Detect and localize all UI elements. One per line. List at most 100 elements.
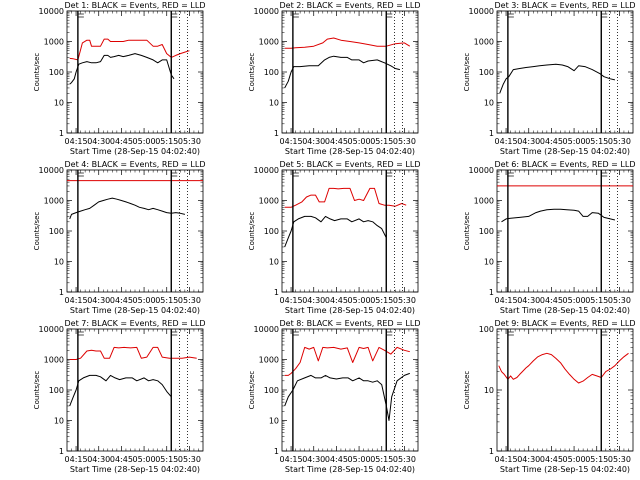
chart-title: Det 6: BLACK = Events, RED = LLD [495,160,636,169]
chart-panel-9: 1 10 100 04:15 04:30 04:45 05:00 05:15 05:30 Det … [463,319,635,474]
y-tick-label: 10 [54,99,64,108]
y-tick-label: 1 [489,447,494,456]
y-tick-label: 1 [489,288,494,297]
x-tick-label: 04:45 [540,455,563,464]
chart-title: Det 5: BLACK = Events, RED = LLD [280,160,421,169]
x-tick-label: 05:15 [370,137,393,146]
y-tick-label: 100 [49,68,64,77]
x-tick-label: 05:15 [585,455,608,464]
chart-panel-7: 1 10 100 1000 10000 04:15 04:30 04:45 05:00 05:15… [33,319,205,474]
y-tick-label: 10 [269,99,279,108]
y-tick-label: 10000 [39,166,64,175]
y-tick-label: 10 [54,258,64,267]
series-line-lld [69,346,197,360]
y-tick-label: 10000 [254,325,279,334]
plot-frame [496,10,634,134]
y-tick-label: 10000 [254,166,279,175]
x-tick-label: 04:30 [87,137,110,146]
series-line-events [284,372,410,421]
y-tick-label: 1 [59,447,64,456]
y-tick-label: 10000 [469,166,494,175]
x-tick-label: 05:00 [348,455,371,464]
x-tick-label: 04:45 [540,137,563,146]
chart-title: Det 4: BLACK = Events, RED = LLD [65,160,206,169]
y-tick-label: 1 [59,129,64,138]
x-tick-label: 05:00 [348,296,371,305]
chart-panel-5: 1 10 100 1000 10000 04:15 04:30 04:45 05:00 05:15… [248,160,420,315]
y-tick-label: 100 [264,386,279,395]
y-tick-label: 10000 [469,7,494,16]
y-tick-label: 1 [274,129,279,138]
y-tick-label: 1 [59,288,64,297]
x-axis-label: Start Time (28-Sep-15 04:02:40) [70,147,200,156]
chart-title: Det 2: BLACK = Events, RED = LLD [280,1,421,10]
x-tick-label: 05:00 [348,137,371,146]
plot-frame [66,169,204,293]
series-line-events [284,55,401,89]
y-tick-label: 1000 [44,197,64,206]
y-tick-label: 10 [269,258,279,267]
series-line-lld [498,352,629,384]
x-tick-label: 05:00 [133,296,156,305]
x-axis-label: Start Time (28-Sep-15 04:02:40) [70,465,200,474]
chart-panel-2: 1 10 100 1000 10000 04:15 04:30 04:45 05:00 05:15… [248,1,420,156]
series-line-events [501,208,616,223]
chart-title: Det 9: BLACK = Events, RED = LLD [495,319,636,328]
x-tick-label: 04:45 [325,455,348,464]
y-axis-label: Counts/sec [463,371,471,410]
x-tick-label: 05:15 [155,296,178,305]
y-tick-label: 100 [264,68,279,77]
y-tick-label: 1000 [44,38,64,47]
x-tick-label: 04:30 [302,455,325,464]
y-tick-label: 1 [489,129,494,138]
x-tick-label: 04:15 [280,296,303,305]
y-axis-label: Counts/sec [248,212,256,251]
x-tick-label: 05:00 [133,137,156,146]
chart-panel-6: 1 10 100 1000 10000 04:15 04:30 04:45 05:00 05:15… [463,160,635,315]
y-tick-label: 10 [484,258,494,267]
y-tick-label: 10 [269,417,279,426]
y-axis-label: Counts/sec [463,212,471,251]
x-tick-label: 04:30 [517,137,540,146]
y-tick-label: 1000 [474,197,494,206]
x-tick-label: 05:00 [133,455,156,464]
series-line-events [69,53,175,85]
x-tick-label: 04:30 [517,296,540,305]
y-axis-label: Counts/sec [33,212,41,251]
plot-frame [281,10,419,134]
x-tick-label: 05:30 [178,455,201,464]
x-tick-label: 05:15 [155,137,178,146]
series-line-events [284,215,387,248]
y-axis-label: Counts/sec [248,53,256,92]
series-line-lld [284,37,411,49]
x-tick-label: 04:45 [325,137,348,146]
y-axis-label: Counts/sec [33,53,41,92]
x-tick-label: 04:45 [110,455,133,464]
series-line-lld [284,187,407,208]
x-tick-label: 05:30 [393,296,416,305]
x-tick-label: 05:30 [178,137,201,146]
x-tick-label: 05:30 [393,455,416,464]
y-tick-label: 1 [274,447,279,456]
y-tick-label: 100 [479,68,494,77]
x-tick-label: 05:00 [563,455,586,464]
x-tick-label: 05:30 [178,296,201,305]
y-tick-label: 100 [479,227,494,236]
x-tick-label: 04:15 [280,137,303,146]
series-line-events [499,63,616,94]
x-tick-label: 04:45 [325,296,348,305]
series-line-lld [284,346,410,376]
x-tick-label: 05:30 [608,455,631,464]
x-tick-label: 05:30 [608,296,631,305]
y-tick-label: 1 [274,288,279,297]
y-tick-label: 1000 [259,356,279,365]
y-tick-label: 100 [264,227,279,236]
y-axis-label: Counts/sec [33,371,41,410]
x-tick-label: 04:15 [495,296,518,305]
y-axis-label: Counts/sec [463,53,471,92]
x-tick-label: 04:15 [65,137,88,146]
plot-frame [66,10,204,134]
x-tick-label: 04:15 [495,455,518,464]
y-tick-label: 100 [49,227,64,236]
x-tick-label: 04:30 [302,296,325,305]
